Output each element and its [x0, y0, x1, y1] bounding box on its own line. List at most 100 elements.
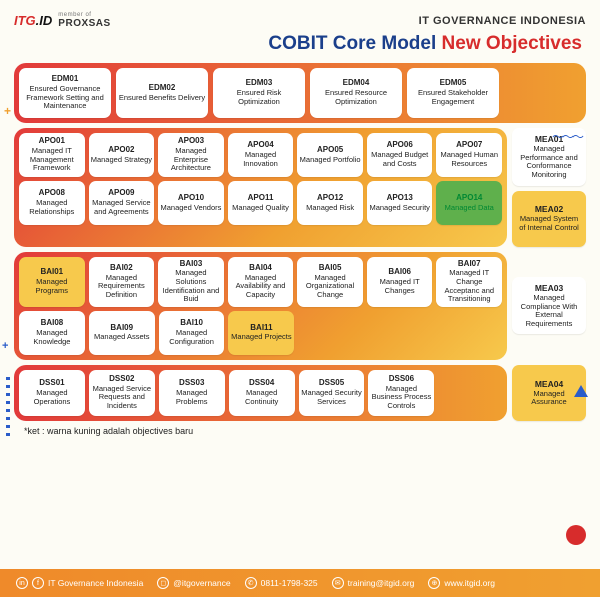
objective-bai01: BAI01Managed Programs	[19, 257, 85, 307]
objective-label: Managed Relationships	[21, 199, 83, 216]
objective-label: Managed Problems	[161, 389, 223, 406]
decoration-plus: +	[4, 104, 11, 118]
objective-label: Managed Portfolio	[300, 156, 361, 165]
objective-apo01: APO01Managed IT Management Framework	[19, 133, 85, 177]
objective-code: BAI01	[40, 268, 63, 277]
objective-label: Managed Human Resources	[438, 151, 500, 168]
decoration-plus: +	[2, 340, 8, 352]
mea-mea02: MEA02Managed System of Internal Control	[512, 191, 586, 247]
logos: ITG.ID member of PROXSAS	[14, 12, 111, 29]
objective-label: Managed Service and Agreements	[91, 199, 153, 216]
objective-code: APO14	[456, 194, 482, 203]
objective-code: DSS03	[179, 379, 204, 388]
objective-apo06: APO06Managed Budget and Costs	[367, 133, 433, 177]
objective-bai03: BAI03Managed Solutions Identification an…	[158, 257, 224, 307]
facebook-icon: f	[32, 577, 44, 589]
whatsapp-icon: ✆	[245, 577, 257, 589]
group-apo: APO01Managed IT Management FrameworkAPO0…	[14, 128, 507, 247]
logo-itgid-b: .ID	[36, 13, 53, 28]
objective-label: Managed Assurance	[517, 390, 581, 407]
objective-label: Managed IT Change Acceptanc and Transiti…	[438, 269, 500, 304]
objective-apo09: APO09Managed Service and Agreements	[89, 181, 155, 225]
title-red: New Objectives	[442, 33, 582, 54]
objective-code: BAI02	[110, 264, 133, 273]
footer-whatsapp: ✆ 0811-1798-325	[245, 577, 318, 589]
objective-label: Managed Risk	[306, 204, 354, 213]
objective-code: APO10	[178, 194, 204, 203]
objective-bai08: BAI08Managed Knowledge	[19, 311, 85, 355]
objective-bai02: BAI02Managed Requirements Definition	[89, 257, 155, 307]
objective-label: Managed Operations	[21, 389, 83, 406]
objective-code: DSS06	[389, 375, 414, 384]
objective-bai06: BAI06Managed IT Changes	[367, 257, 433, 307]
objective-label: Ensured Resource Optimization	[312, 89, 400, 106]
footer-instagram: ◻ @itgovernance	[157, 577, 230, 589]
footer-email-text: training@itgid.org	[348, 578, 415, 588]
objective-label: Managed Strategy	[91, 156, 152, 165]
objective-label: Managed Performance and Conformance Moni…	[517, 145, 581, 180]
infographic-page: ITG.ID member of PROXSAS IT GOVERNANCE I…	[0, 0, 600, 597]
row: DSS01Managed OperationsDSS02Managed Serv…	[19, 370, 434, 416]
row-wrap-bai: BAI01Managed ProgramsBAI02Managed Requir…	[14, 252, 586, 360]
objective-label: Managed Security	[369, 204, 429, 213]
mea-column: MEA04Managed Assurance	[512, 365, 586, 421]
mea-mea04: MEA04Managed Assurance	[512, 365, 586, 421]
linkedin-icon: in	[16, 577, 28, 589]
objective-bai04: BAI04Managed Availability and Capacity	[228, 257, 294, 307]
objective-label: Managed Compliance With External Require…	[517, 294, 581, 329]
title-blue: COBIT Core Model	[268, 33, 436, 54]
objective-label: Managed Business Process Controls	[370, 385, 432, 411]
objective-code: EDM04	[343, 79, 370, 88]
objective-apo11: APO11Managed Quality	[228, 181, 294, 225]
objective-apo07: APO07Managed Human Resources	[436, 133, 502, 177]
objective-label: Managed Enterprise Architecture	[160, 147, 222, 173]
objective-dss04: DSS04Managed Continuity	[229, 370, 295, 416]
objective-code: APO09	[108, 189, 134, 198]
objective-bai10: BAI10Managed Configuration	[159, 311, 225, 355]
objective-label: Managed Availability and Capacity	[230, 274, 292, 300]
objective-code: BAI04	[249, 264, 272, 273]
footer-linkedin: infIT Governance Indonesia	[16, 577, 143, 589]
objective-label: Managed Security Services	[301, 389, 363, 406]
objective-code: DSS04	[249, 379, 274, 388]
group-edm: EDM01Ensured Governance Framework Settin…	[14, 63, 586, 123]
instagram-icon: ◻	[157, 577, 169, 589]
objective-code: BAI07	[458, 260, 481, 269]
objective-label: Ensured Benefits Delivery	[119, 94, 205, 103]
objective-edm03: EDM03Ensured Risk Optimization	[213, 68, 305, 118]
objective-label: Managed Projects	[231, 333, 291, 342]
objective-code: EDM01	[52, 75, 79, 84]
objective-label: Managed Configuration	[161, 329, 223, 346]
objective-code: BAI09	[110, 324, 133, 333]
footer-web: ⊕www.itgid.org	[428, 577, 495, 589]
objective-label: Managed Solutions Identification and Bui…	[160, 269, 222, 304]
objective-code: MEA04	[535, 379, 563, 389]
objective-dss05: DSS05Managed Security Services	[299, 370, 365, 416]
objective-label: Managed Quality	[232, 204, 289, 213]
objective-code: BAI11	[250, 324, 272, 333]
logo-proxsas-name: PROXSAS	[58, 18, 110, 29]
footnote: *ket : warna kuning adalah objectives ba…	[24, 426, 586, 436]
objective-label: Managed Requirements Definition	[91, 274, 153, 300]
objective-apo10: APO10Managed Vendors	[158, 181, 224, 225]
objective-code: BAI06	[388, 268, 411, 277]
objective-apo02: APO02Managed Strategy	[89, 133, 155, 177]
objective-apo08: APO08Managed Relationships	[19, 181, 85, 225]
objective-code: BAI08	[41, 319, 64, 328]
row: EDM01Ensured Governance Framework Settin…	[19, 68, 581, 118]
row: BAI08Managed KnowledgeBAI09Managed Asset…	[19, 311, 294, 355]
footer-whatsapp-text: 0811-1798-325	[261, 578, 318, 588]
group-dss: DSS01Managed OperationsDSS02Managed Serv…	[14, 365, 507, 421]
footer: infIT Governance Indonesia ◻ @itgovernanc…	[0, 569, 600, 597]
row-wrap-apo: APO01Managed IT Management FrameworkAPO0…	[14, 128, 586, 247]
objective-label: Managed Continuity	[231, 389, 293, 406]
objective-code: DSS01	[39, 379, 64, 388]
mea-mea03: MEA03Managed Compliance With External Re…	[512, 277, 586, 335]
footer-instagram-text: @itgovernance	[173, 578, 230, 588]
objective-code: EDM05	[440, 79, 467, 88]
objective-edm02: EDM02Ensured Benefits Delivery	[116, 68, 208, 118]
objective-edm01: EDM01Ensured Governance Framework Settin…	[19, 68, 111, 118]
objective-apo03: APO03Managed Enterprise Architecture	[158, 133, 224, 177]
objective-label: Managed System of Internal Control	[517, 215, 581, 232]
objective-code: APO04	[247, 141, 273, 150]
